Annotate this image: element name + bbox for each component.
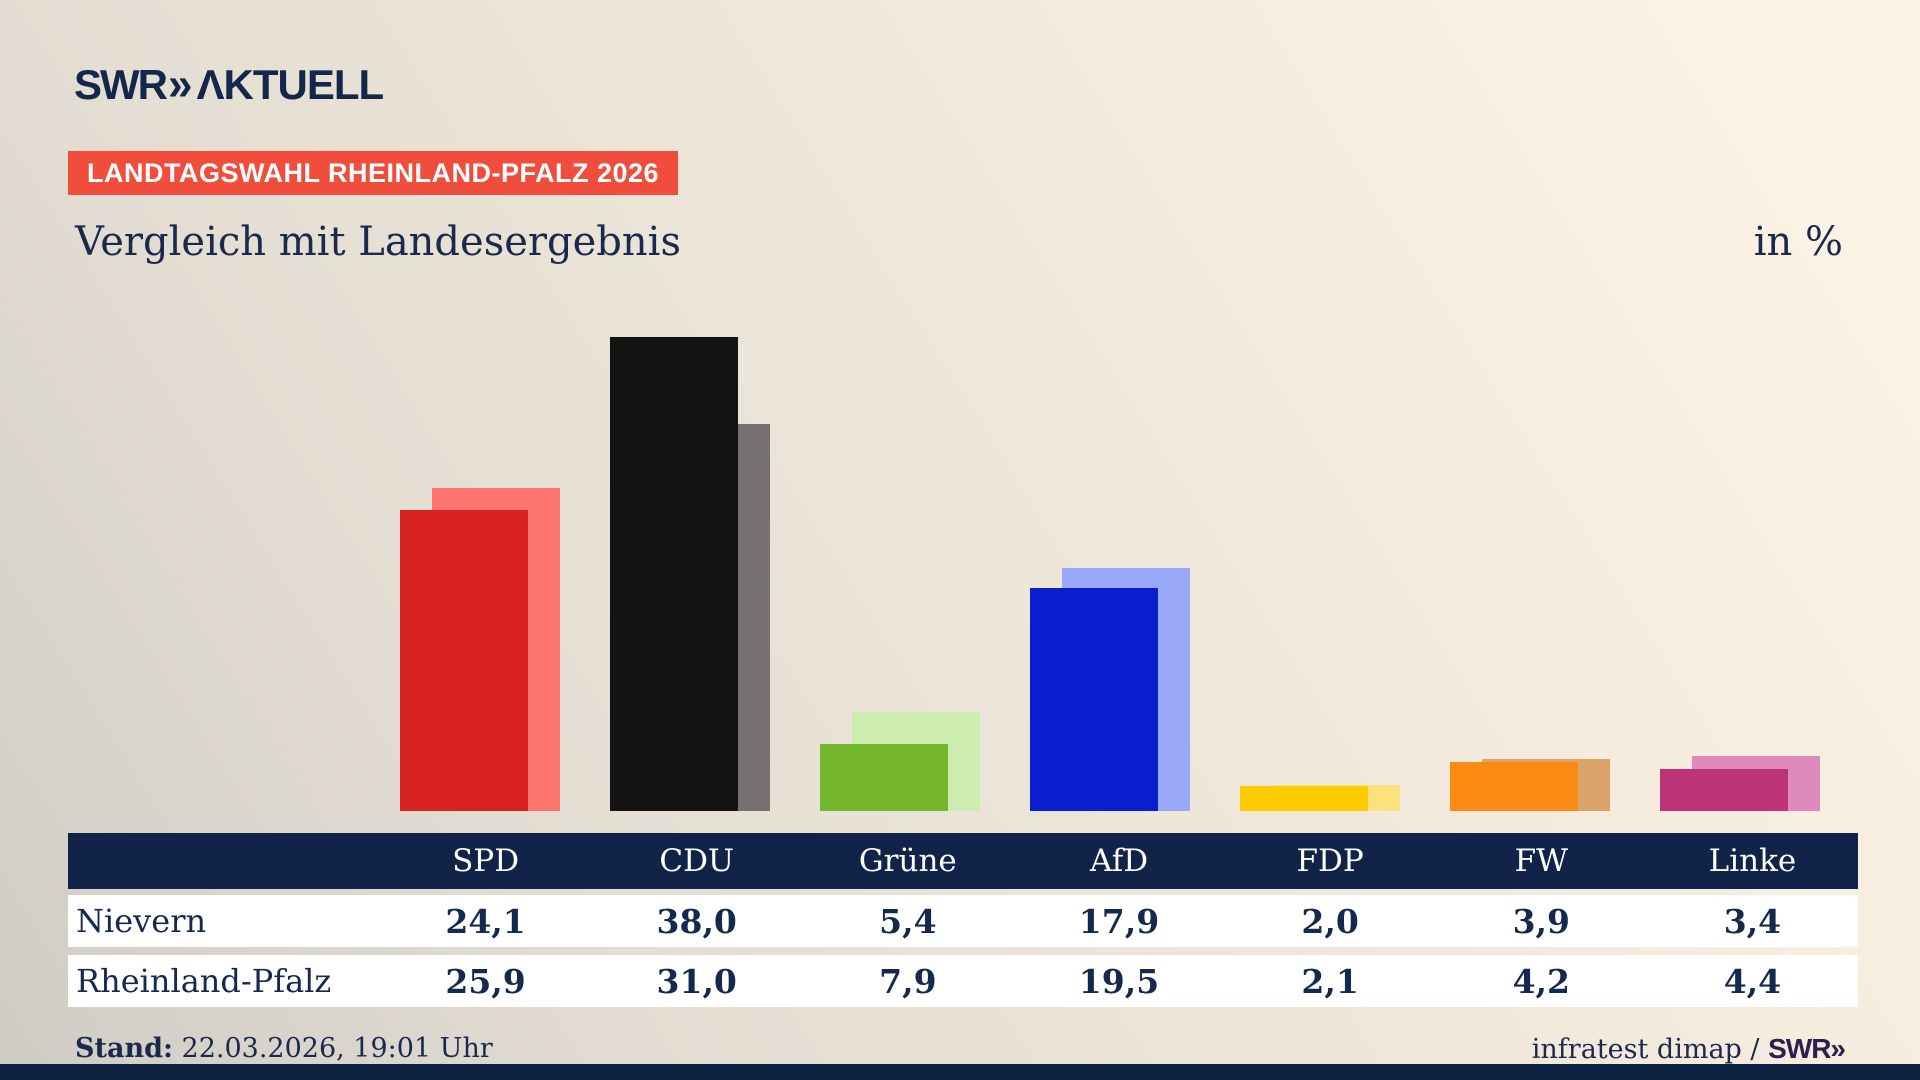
value-rheinland-pfalz-gruene: 7,9: [879, 961, 937, 1001]
row-label-rheinland-pfalz: Rheinland-Pfalz: [76, 962, 332, 1000]
value-nievern-fdp: 2,0: [1301, 901, 1359, 941]
column-header-linke: Linke: [1708, 843, 1797, 879]
bar-fdp-nievern: [1240, 786, 1368, 811]
source-brand-logo: SWR»: [1768, 1033, 1846, 1064]
table-row: Nievern 24,1 38,0 5,4 17,9 2,0 3,9 3,4: [68, 895, 1858, 947]
value-nievern-afd: 17,9: [1078, 901, 1160, 941]
unit-label: in %: [1753, 219, 1843, 265]
table-header-row: SPD CDU Grüne AfD FDP FW Linke: [68, 833, 1858, 889]
value-nievern-fw: 3,9: [1512, 901, 1570, 941]
aktuell-wordmark: ΛKTUELL: [196, 61, 384, 108]
value-nievern-cdu: 38,0: [656, 901, 737, 941]
value-rheinland-pfalz-spd: 25,9: [445, 961, 526, 1001]
bar-afd-nievern: [1030, 587, 1158, 811]
value-nievern-gruene: 5,4: [879, 901, 937, 941]
value-rheinland-pfalz-fw: 4,2: [1512, 961, 1570, 1001]
election-badge: LANDTAGSWAHL RHEINLAND-PFALZ 2026: [68, 151, 679, 195]
swr-wordmark: SWR: [74, 61, 168, 108]
bar-linke-nievern: [1660, 768, 1788, 811]
value-rheinland-pfalz-afd: 19,5: [1078, 961, 1160, 1001]
column-header-spd: SPD: [452, 843, 520, 879]
column-header-afd: AfD: [1089, 843, 1149, 879]
row-label-nievern: Nievern: [76, 902, 207, 940]
bar-spd-nievern: [400, 510, 528, 811]
table-row: Rheinland-Pfalz 25,9 31,0 7,9 19,5 2,1 4,2 4,4: [68, 955, 1858, 1007]
value-rheinland-pfalz-fdp: 2,1: [1301, 961, 1359, 1001]
bar-cdu-nievern: [610, 337, 738, 811]
swr-aktuell-logo: SWR » ΛKTUELL: [74, 59, 384, 110]
column-header-fw: FW: [1514, 843, 1568, 879]
value-rheinland-pfalz-linke: 4,4: [1723, 961, 1782, 1001]
bar-gruene-nievern: [820, 743, 948, 811]
column-header-gruene: Grüne: [858, 843, 957, 879]
page-title: Vergleich mit Landesergebnis: [75, 219, 681, 265]
value-nievern-spd: 24,1: [445, 901, 526, 941]
column-header-cdu: CDU: [659, 843, 735, 879]
source-text: infratest dimap /: [1531, 1034, 1769, 1065]
source-line: infratest dimap / SWR»: [1531, 1033, 1846, 1065]
column-header-fdp: FDP: [1296, 843, 1364, 879]
value-nievern-linke: 3,4: [1723, 901, 1782, 941]
results-table: SPD CDU Grüne AfD FDP FW Linke Nievern 24,1 38,0…: [68, 833, 1858, 1007]
bottom-accent-bar: [0, 1064, 1920, 1080]
value-rheinland-pfalz-cdu: 31,0: [656, 961, 737, 1001]
bar-fw-nievern: [1450, 762, 1578, 811]
stand-value: 22.03.2026, 19:01 Uhr: [172, 1033, 493, 1064]
stand-line: Stand: 22.03.2026, 19:01 Uhr: [75, 1033, 493, 1064]
stand-label: Stand:: [75, 1033, 173, 1064]
